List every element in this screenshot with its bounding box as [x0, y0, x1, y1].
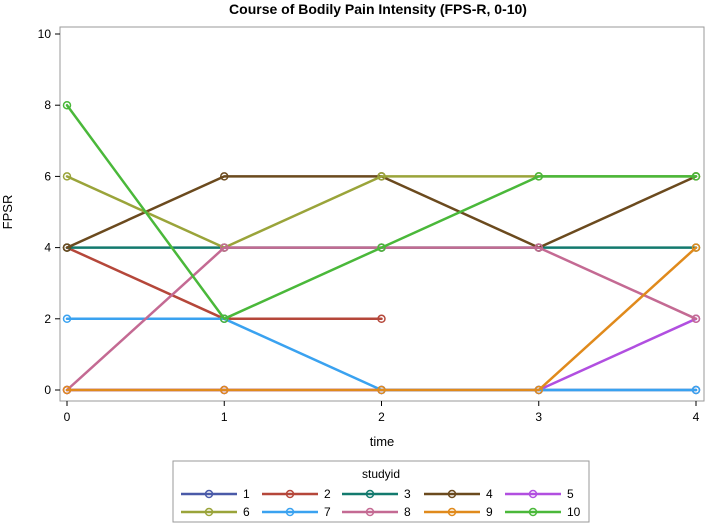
series-line-2 — [65, 246, 383, 321]
y-tick-label: 8 — [44, 98, 51, 112]
y-tick-label: 2 — [44, 312, 51, 326]
legend-swatch-marker — [447, 489, 457, 499]
data-point — [62, 172, 72, 181]
legend-item-4: 4 — [424, 487, 493, 501]
legend-swatch-marker — [285, 489, 295, 499]
x-tick-label: 2 — [378, 410, 385, 424]
legend-label: 10 — [567, 505, 581, 519]
legend-item-7: 7 — [262, 505, 331, 519]
legend: studyid 1 2 3 4 5 6 7 8 9 10 — [172, 460, 590, 523]
series-4 — [62, 172, 701, 252]
x-axis-label: time — [370, 434, 395, 449]
series-9 — [62, 243, 701, 395]
legend-item-5: 5 — [505, 487, 574, 501]
series-5 — [62, 314, 701, 395]
y-tick-label: 0 — [44, 383, 51, 397]
series-7 — [62, 314, 701, 395]
data-point — [220, 314, 229, 324]
series-line-6 — [65, 175, 698, 249]
legend-label: 8 — [404, 505, 411, 519]
y-axis-label: FPSR — [0, 195, 15, 230]
data-point — [691, 314, 701, 324]
data-point — [534, 172, 543, 181]
legend-swatch-marker — [447, 507, 457, 517]
data-point — [377, 172, 386, 181]
legend-item-3: 3 — [342, 487, 411, 501]
data-point — [220, 385, 229, 395]
legend-item-10: 10 — [505, 505, 581, 519]
legend-item-6: 6 — [181, 505, 250, 519]
y-tick-label: 4 — [44, 241, 51, 255]
data-point — [691, 243, 701, 252]
series-line-7 — [65, 317, 698, 392]
legend-swatch-marker — [365, 507, 375, 517]
x-tick-label: 4 — [693, 410, 700, 424]
legend-swatch-marker — [204, 507, 214, 517]
legend-swatch-marker — [285, 507, 295, 517]
legend-title: studyid — [362, 467, 400, 481]
series-line-9 — [65, 246, 698, 392]
legend-swatch-marker — [204, 489, 214, 499]
y-axis: 0 2 4 6 8 10 — [38, 27, 60, 397]
legend-item-9: 9 — [424, 505, 493, 519]
series-layer — [62, 100, 701, 395]
data-point — [220, 243, 229, 252]
legend-label: 2 — [324, 487, 331, 501]
data-point — [534, 243, 543, 252]
legend-label: 3 — [404, 487, 411, 501]
data-point — [62, 100, 72, 110]
data-point — [220, 172, 229, 181]
legend-frame — [172, 460, 590, 523]
data-point — [377, 243, 386, 252]
legend-label: 4 — [486, 487, 493, 501]
x-tick-label: 1 — [221, 410, 228, 424]
data-point — [534, 385, 543, 395]
legend-item-2: 2 — [262, 487, 331, 501]
data-point — [62, 243, 72, 252]
legend-label: 6 — [243, 505, 250, 519]
legend-swatch-marker — [365, 489, 375, 499]
data-point — [377, 385, 386, 395]
plot-frame — [59, 26, 705, 402]
data-point — [62, 314, 72, 324]
legend-label: 1 — [243, 487, 250, 501]
series-2 — [62, 243, 386, 324]
legend-label: 9 — [486, 505, 493, 519]
data-point — [62, 385, 72, 395]
data-point — [691, 172, 701, 181]
y-tick-label: 10 — [38, 27, 52, 41]
chart-title: Course of Bodily Pain Intensity (FPS-R, … — [229, 1, 527, 17]
x-tick-label: 0 — [64, 410, 71, 424]
legend-swatch-marker — [528, 489, 538, 499]
legend-label: 7 — [324, 505, 331, 519]
data-point — [377, 314, 386, 324]
data-point — [691, 385, 701, 395]
series-6 — [62, 172, 701, 252]
x-axis: 0 1 2 3 4 — [64, 401, 700, 424]
legend-swatch-marker — [528, 507, 538, 517]
series-line-5 — [65, 317, 698, 392]
series-line-10 — [65, 103, 698, 321]
y-tick-label: 6 — [44, 169, 51, 183]
series-line-4 — [65, 175, 698, 249]
legend-item-8: 8 — [342, 505, 411, 519]
series-10 — [62, 100, 701, 324]
legend-item-1: 1 — [181, 487, 250, 501]
legend-label: 5 — [567, 487, 574, 501]
x-tick-label: 3 — [535, 410, 542, 424]
